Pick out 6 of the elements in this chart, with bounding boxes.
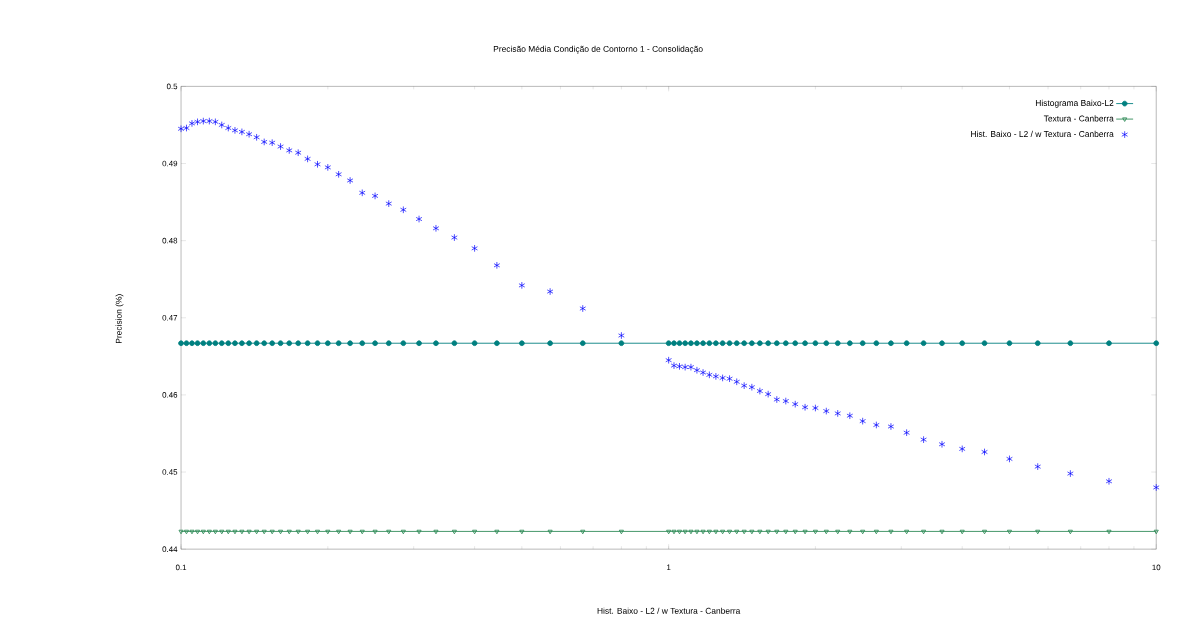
legend-label: Hist. Baixo - L2 / w Textura - Canberra: [971, 130, 1114, 138]
legend-label: Textura - Canberra: [1043, 115, 1114, 122]
x-axis-title: Hist. Baixo - L2 / w Textura - Canberra: [597, 607, 741, 614]
y-axis-title: Precision (%): [115, 294, 124, 344]
chart-title: Precisão Média Condição de Contorno 1 - Consolidação: [493, 45, 703, 54]
legend-label: Histograma Baixo-L2: [1035, 99, 1114, 108]
